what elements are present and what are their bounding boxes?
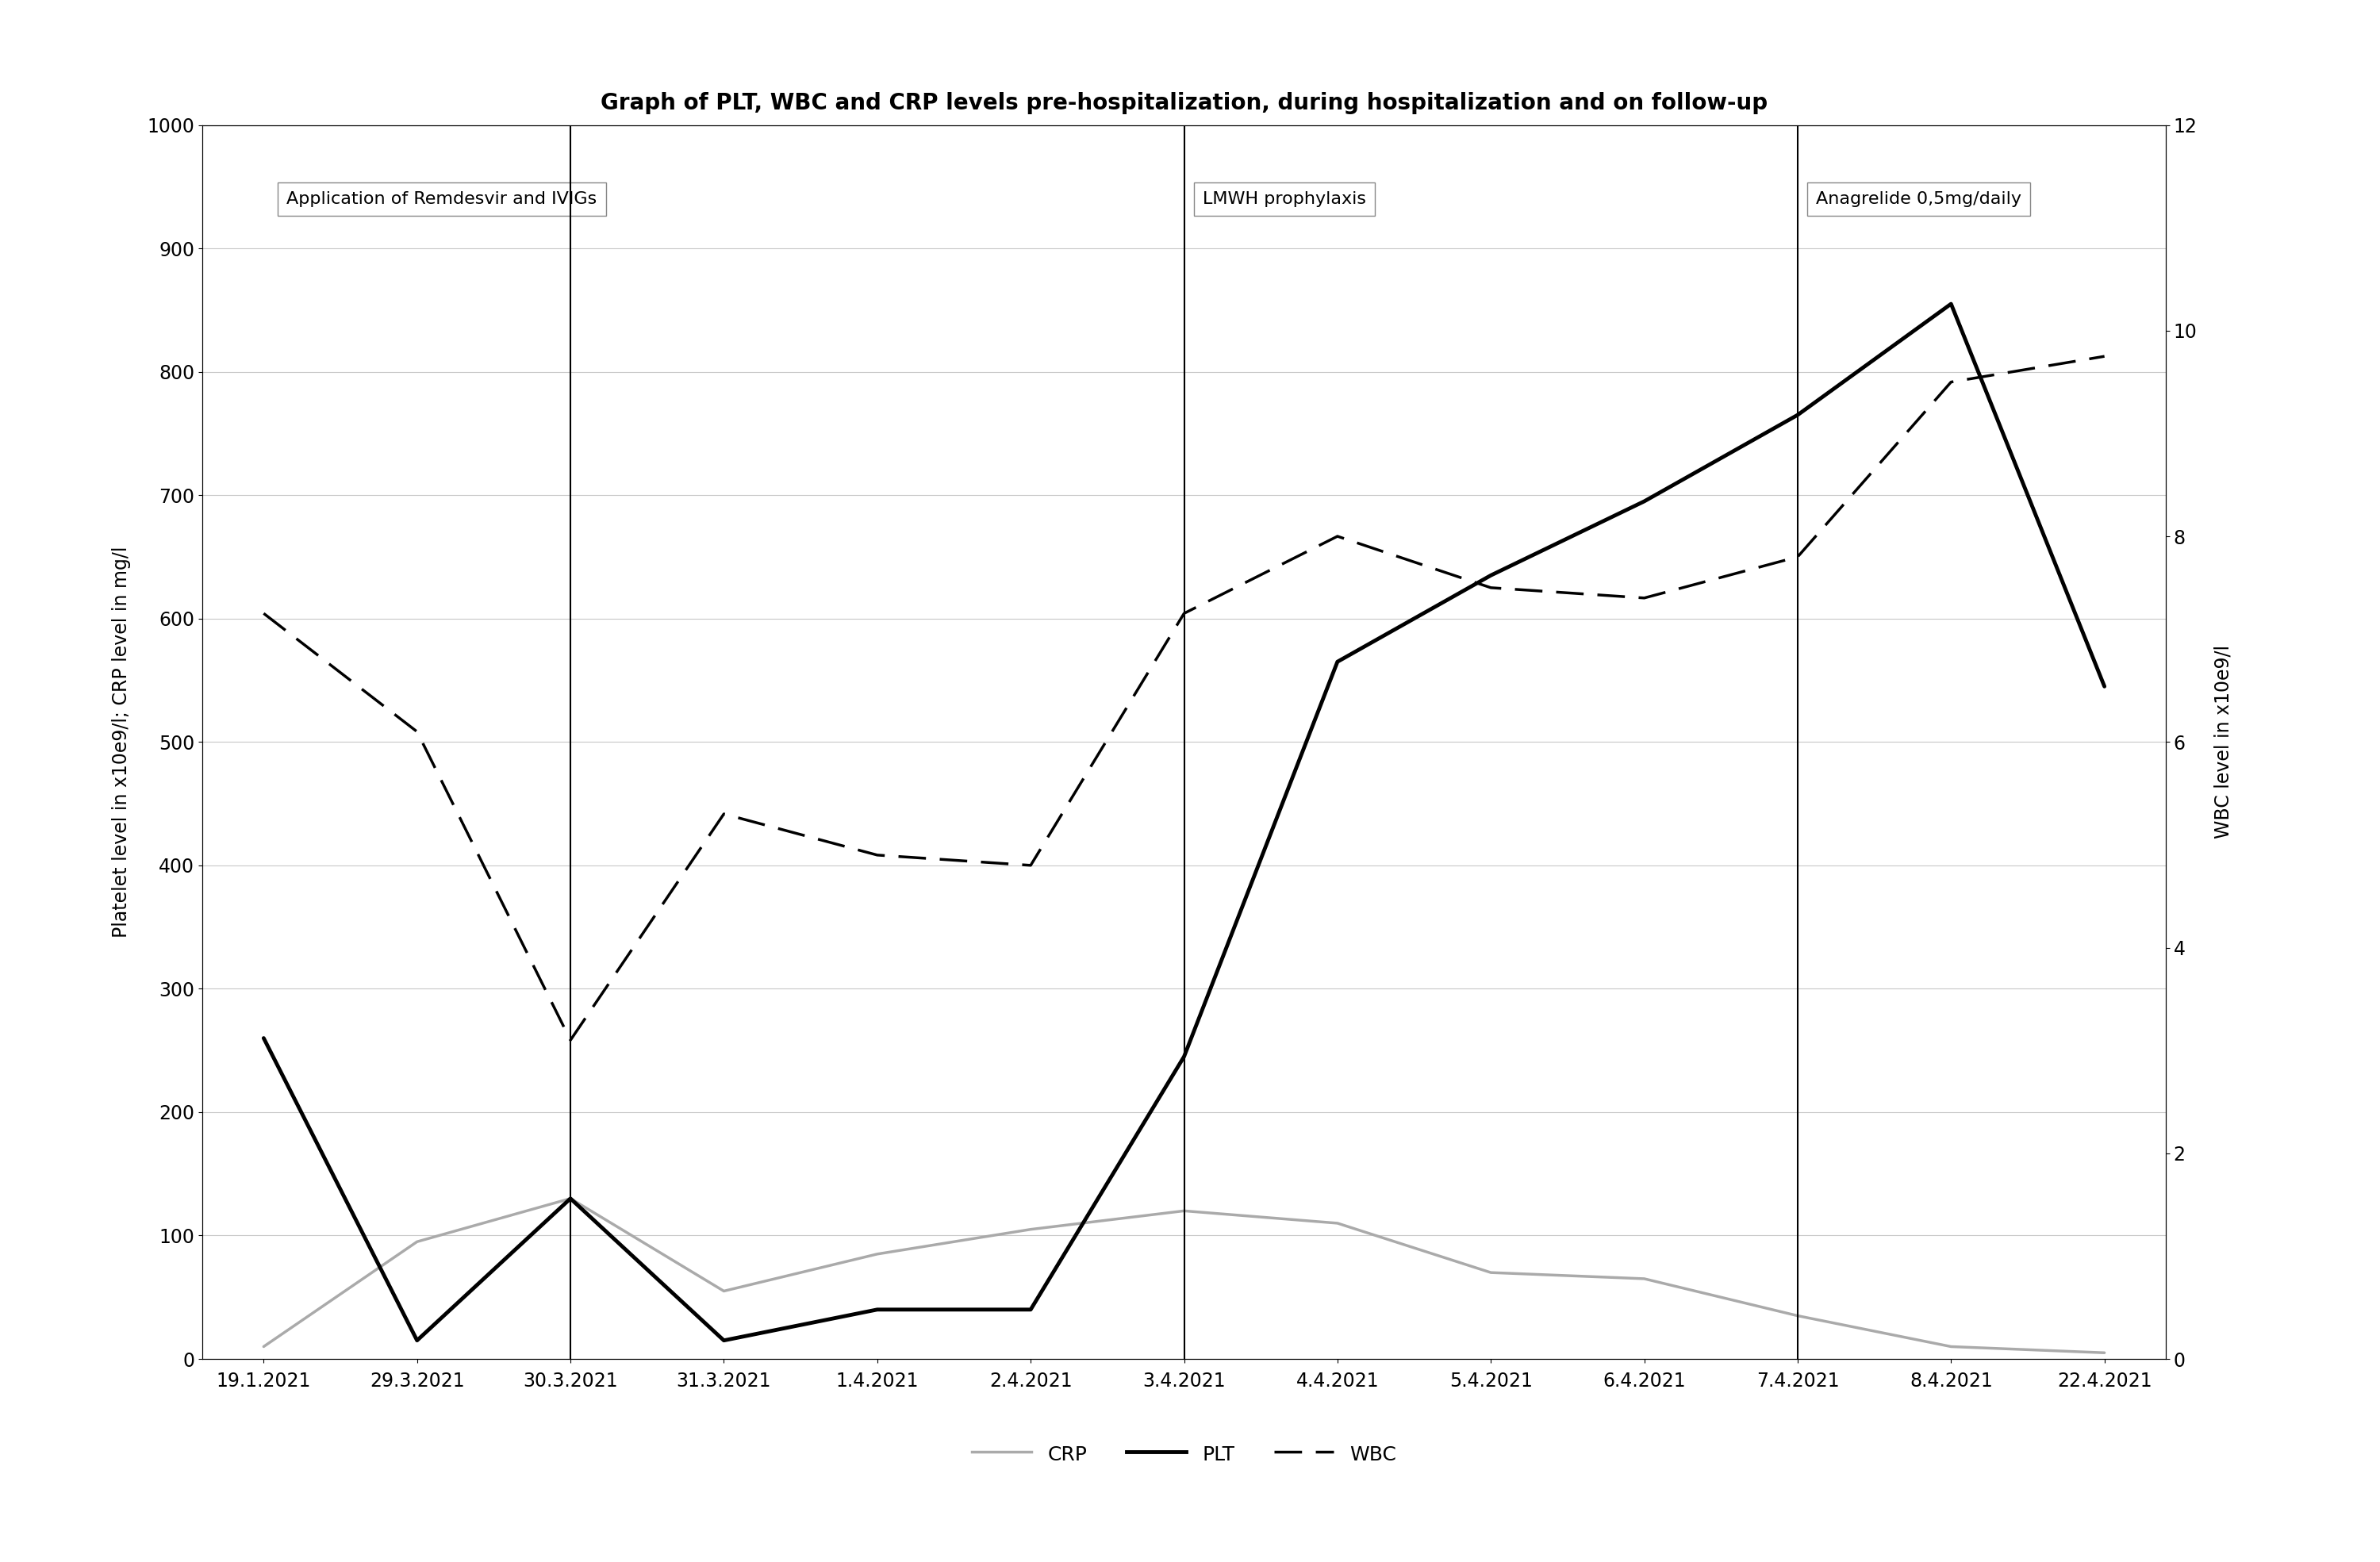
Text: Anagrelide 0,5mg/daily: Anagrelide 0,5mg/daily	[1816, 191, 2021, 206]
Title: Graph of PLT, WBC and CRP levels pre-hospitalization, during hospitalization and: Graph of PLT, WBC and CRP levels pre-hos…	[600, 92, 1768, 114]
Y-axis label: Platelet level in x10e9/l; CRP level in mg/l: Platelet level in x10e9/l; CRP level in …	[112, 547, 131, 937]
Y-axis label: WBC level in x10e9/l: WBC level in x10e9/l	[2213, 645, 2232, 839]
Text: Application of Remdesvir and IVIGs: Application of Remdesvir and IVIGs	[286, 191, 597, 206]
Legend: CRP, PLT, WBC: CRP, PLT, WBC	[964, 1435, 1404, 1473]
Text: LMWH prophylaxis: LMWH prophylaxis	[1202, 191, 1366, 206]
